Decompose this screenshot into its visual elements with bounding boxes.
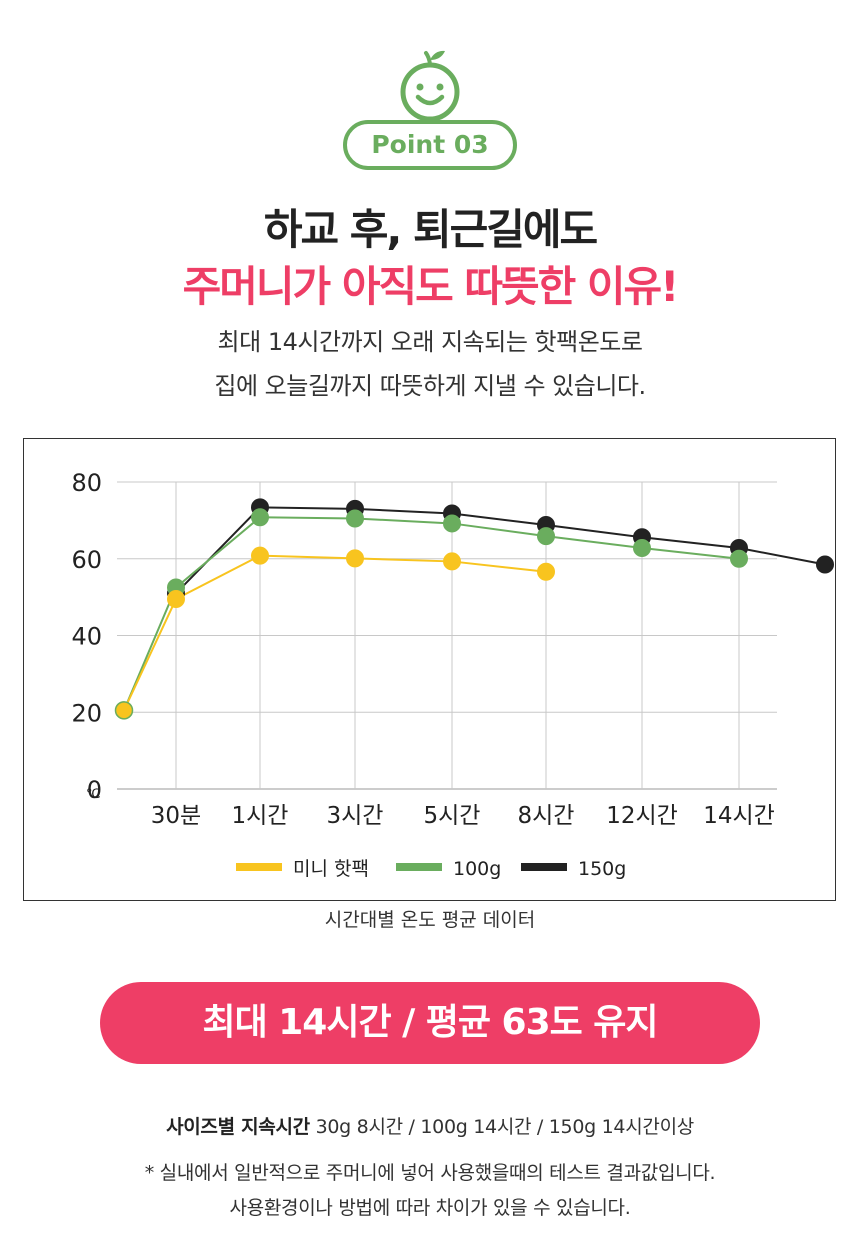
x-tick-label: 14시간 [703,803,775,829]
data-point-0 [167,590,185,609]
x-tick-label: 30분 [151,803,201,829]
legend-label: 100g [453,858,501,880]
legend-swatch [521,863,567,871]
data-point-0 [346,549,364,568]
data-point-1 [730,549,748,568]
data-point-0 [251,546,269,565]
highlight-banner: 최대 14시간 / 평균 63도 유지 [100,982,760,1064]
x-tick-label: 12시간 [606,803,678,829]
data-point-start [114,701,134,720]
chart-caption: 시간대별 온도 평균 데이터 [324,909,536,931]
size-duration-values: 30g 8시간 / 100g 14시간 / 150g 14시간이상 [315,1116,695,1138]
legend-label: 미니 핫팩 [293,858,369,880]
x-tick-label: 8시간 [518,803,575,829]
headline-line2: 주머니가 아직도 따뜻한 이유! [182,262,680,311]
series-line-0 [123,554,547,711]
y-tick-label: 80 [71,469,102,497]
data-point-2 [816,555,834,574]
data-point-1 [633,539,651,558]
y-tick-label: 0 [87,776,102,804]
x-tick-label: 5시간 [424,803,481,829]
series-line-2 [175,506,826,594]
y-tick-label: 60 [71,546,102,574]
x-tick-label: 1시간 [232,803,289,829]
legend-swatch [236,863,282,871]
data-point-1 [346,509,364,528]
series-line-1 [123,516,740,711]
legend-swatch [396,863,442,871]
data-point-1 [251,508,269,527]
point-badge: Point 03 [343,120,517,170]
y-tick-label: 40 [71,623,102,651]
data-point-1 [443,514,461,533]
disclaimer-line1: * 실내에서 일반적으로 주머니에 넣어 사용했을때의 테스트 결과값입니다. [144,1162,716,1184]
description-line2: 집에 오늘길까지 따뜻하게 지낼 수 있습니다. [214,372,646,400]
description-line1: 최대 14시간까지 오래 지속되는 핫팩온도로 [217,328,643,356]
data-point-1 [537,527,555,546]
data-point-0 [537,562,555,581]
disclaimer-line2: 사용환경이나 방법에 따라 차이가 있을 수 있습니다. [229,1197,631,1219]
y-unit-label: ℃ [86,787,101,802]
x-tick-label: 3시간 [327,803,384,829]
y-tick-label: 20 [71,699,102,727]
headline-line1: 하교 후, 퇴근길에도 [263,205,598,254]
size-duration-note: 사이즈별 지속시간 30g 8시간 / 100g 14시간 / 150g 14시… [0,1112,860,1139]
data-point-0 [443,552,461,571]
size-duration-label: 사이즈별 지속시간 [166,1116,310,1138]
legend-label: 150g [578,858,626,880]
smiley-sprout-icon [400,50,460,120]
